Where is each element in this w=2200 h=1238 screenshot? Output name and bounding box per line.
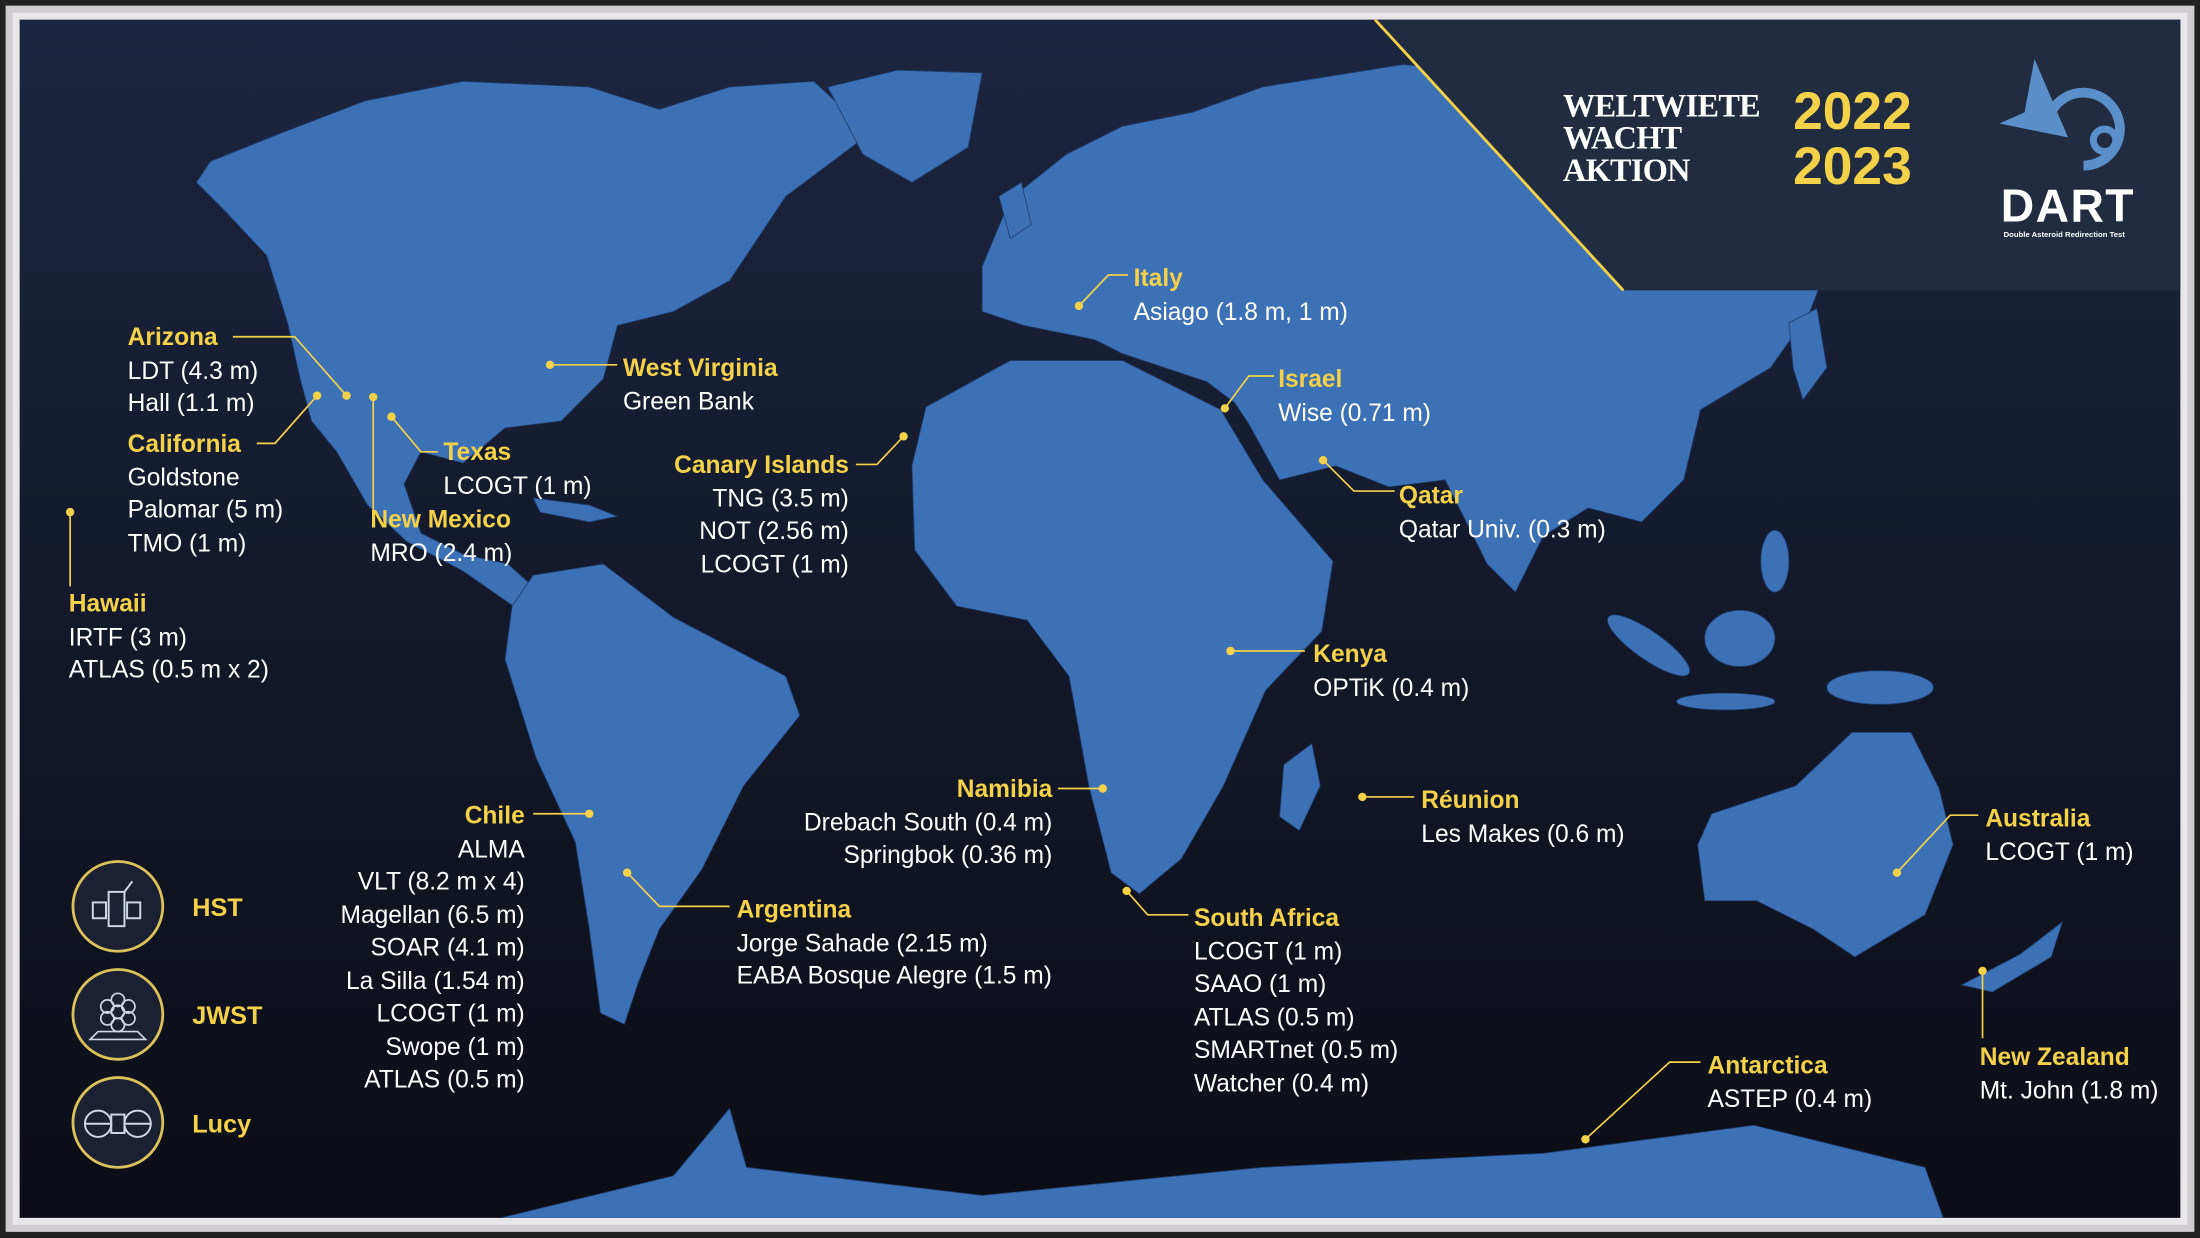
title-panel (1373, 19, 2181, 292)
new-guinea (1826, 670, 1934, 705)
philippines (1760, 529, 1790, 593)
java (1676, 692, 1776, 711)
site-markers (65, 301, 1987, 1144)
antarctica (499, 1107, 1944, 1218)
sumatra (1607, 614, 1691, 677)
new-zealand (1960, 920, 2064, 993)
continents (195, 64, 2064, 1218)
caribbean (532, 497, 619, 523)
borneo (1704, 609, 1776, 667)
world-map (65, 19, 2181, 1218)
greenland (827, 69, 983, 183)
north-america (195, 80, 871, 607)
australia (1697, 731, 1954, 958)
japan (1788, 308, 1828, 401)
dart-emblem-icon (1999, 58, 2125, 171)
africa (911, 360, 1334, 895)
south-america (504, 563, 801, 1025)
leader-lines (69, 274, 1984, 1140)
map-canvas: WELTWIETE WACHT AKTION 2022 2023 DART Do… (19, 19, 2181, 1218)
uk (998, 181, 1032, 240)
madagascar (1279, 742, 1321, 832)
